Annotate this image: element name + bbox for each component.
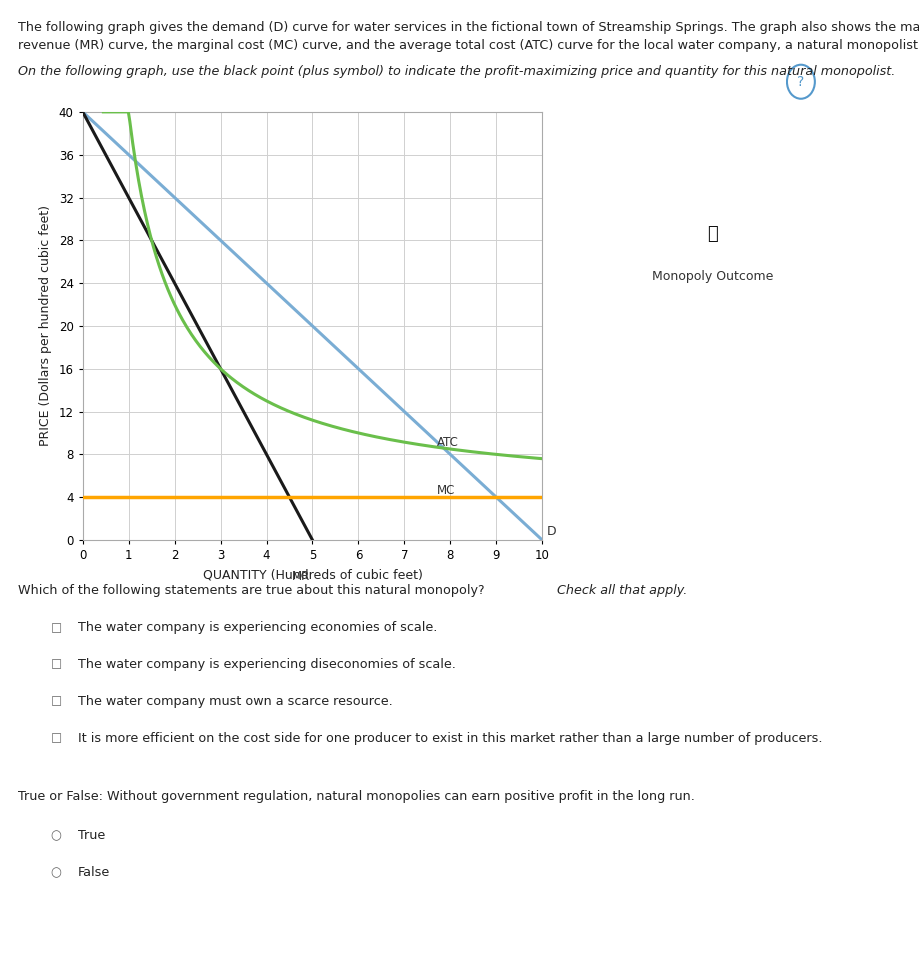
Text: □: □ [51, 621, 62, 633]
Text: □: □ [51, 695, 62, 707]
Text: revenue (MR) curve, the marginal cost (MC) curve, and the average total cost (AT: revenue (MR) curve, the marginal cost (M… [18, 39, 919, 52]
X-axis label: QUANTITY (Hundreds of cubic feet): QUANTITY (Hundreds of cubic feet) [202, 569, 423, 582]
Text: The following graph gives the demand (D) curve for water services in the fiction: The following graph gives the demand (D)… [18, 21, 919, 34]
Text: □: □ [51, 732, 62, 744]
Text: True or False: Without government regulation, natural monopolies can earn positi: True or False: Without government regula… [18, 790, 696, 803]
Text: It is more efficient on the cost side for one producer to exist in this market r: It is more efficient on the cost side fo… [78, 732, 823, 744]
Text: True: True [78, 829, 106, 842]
Text: Check all that apply.: Check all that apply. [553, 584, 687, 596]
Text: □: □ [51, 658, 62, 670]
Text: False: False [78, 866, 110, 879]
Text: ➕: ➕ [707, 225, 718, 242]
Text: ATC: ATC [437, 436, 459, 449]
Text: MC: MC [437, 485, 455, 497]
Text: ○: ○ [51, 829, 62, 842]
Text: MR: MR [291, 570, 310, 583]
Text: The water company is experiencing economies of scale.: The water company is experiencing econom… [78, 621, 437, 633]
Text: The water company is experiencing diseconomies of scale.: The water company is experiencing diseco… [78, 658, 456, 670]
Text: The water company must own a scarce resource.: The water company must own a scarce reso… [78, 695, 392, 707]
Text: ○: ○ [51, 866, 62, 879]
Text: ?: ? [798, 75, 804, 89]
Text: Monopoly Outcome: Monopoly Outcome [652, 270, 773, 283]
Y-axis label: PRICE (Dollars per hundred cubic feet): PRICE (Dollars per hundred cubic feet) [39, 205, 51, 447]
Text: Which of the following statements are true about this natural monopoly?: Which of the following statements are tr… [18, 584, 485, 596]
Text: On the following graph, use the black point (plus symbol) to indicate the profit: On the following graph, use the black po… [18, 65, 896, 78]
Text: D: D [547, 525, 556, 538]
